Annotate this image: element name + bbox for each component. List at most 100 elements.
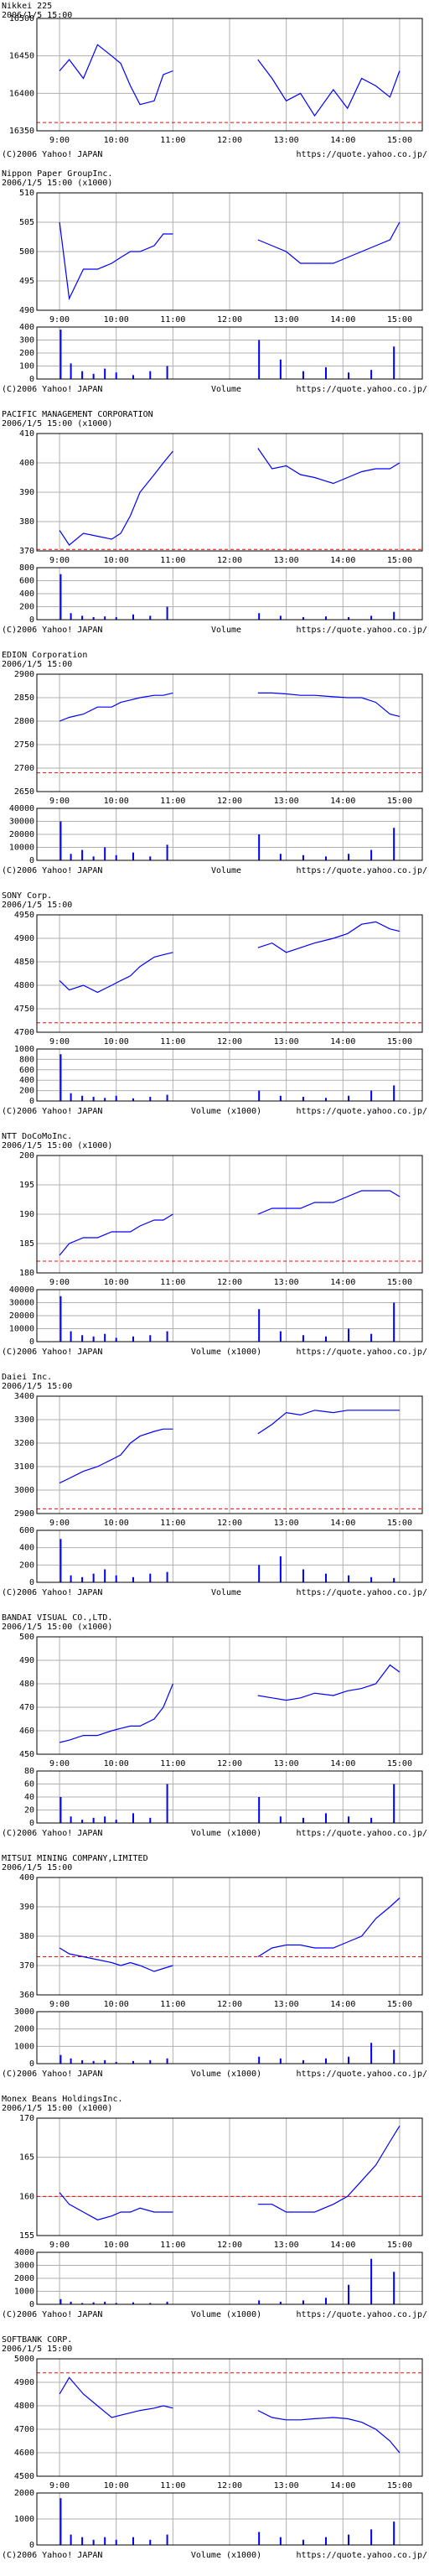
plot-frame	[36, 1395, 423, 1514]
x-tick-label: 12:00	[217, 2481, 242, 2490]
volume-bar	[166, 1784, 168, 1823]
y-tick-label: 4750	[14, 1005, 34, 1014]
y-tick-label: 4500	[14, 2472, 34, 2481]
volume-bar	[166, 2058, 168, 2064]
plot-frame	[36, 433, 423, 552]
volume-bar	[393, 1302, 395, 1342]
price-line	[257, 692, 401, 717]
volume-bar	[149, 1335, 152, 1342]
y-tick-label: 400	[19, 589, 34, 599]
volume-bar	[92, 1573, 95, 1582]
y-tick-label: 5000	[14, 2355, 34, 2364]
x-tick-label: 14:00	[330, 1519, 355, 1528]
x-tick-label: 9:00	[49, 1037, 70, 1046]
stock-title: PACIFIC MANAGEMENT CORPORATION	[2, 410, 153, 419]
y-tick-label: 470	[19, 1703, 34, 1712]
y-tick-label: 300	[19, 336, 34, 345]
stock-subtitle: 2006/1/5 15:00	[2, 2345, 72, 2354]
x-tick-label: 12:00	[217, 136, 242, 145]
y-tick-label: 495	[19, 277, 34, 286]
volume-label: Volume (x1000)	[191, 1348, 261, 1357]
volume-bar	[348, 1095, 350, 1101]
volume-bar	[132, 2537, 134, 2545]
x-tick-label: 10:00	[104, 2481, 129, 2490]
volume-bar	[149, 1817, 152, 1823]
volume-bar	[393, 1085, 395, 1101]
source-url: https://quote.yahoo.co.jp/	[296, 1829, 427, 1838]
x-tick-label: 9:00	[49, 315, 70, 325]
volume-bar	[132, 614, 134, 620]
volume-bar	[370, 849, 373, 860]
x-tick-label: 13:00	[274, 2241, 299, 2250]
volume-bar	[149, 2303, 152, 2304]
volume-bar	[132, 2302, 134, 2304]
source-url: https://quote.yahoo.co.jp/	[296, 1588, 427, 1597]
volume-bar	[258, 2300, 261, 2304]
y-tick-label: 185	[19, 1239, 34, 1249]
copyright: (C)2006 Yahoo! JAPAN	[2, 2310, 102, 2319]
y-tick-label: 200	[19, 603, 34, 612]
volume-bar	[81, 1576, 84, 1582]
y-tick-label: 16500	[9, 14, 34, 23]
volume-bar	[302, 616, 304, 620]
volume-bar	[115, 2539, 117, 2545]
volume-bar	[59, 330, 62, 379]
stock-subtitle: 2006/1/5 15:00	[2, 1863, 72, 1872]
y-tick-label: 0	[29, 2300, 34, 2309]
volume-bar	[258, 1309, 261, 1342]
stock-subtitle: 2006/1/5 15:00 (x1000)	[2, 2104, 112, 2113]
price-line	[59, 221, 173, 301]
volume-bar	[348, 2534, 350, 2545]
y-tick-label: 500	[19, 1633, 34, 1642]
volume-bar	[325, 2298, 327, 2304]
y-tick-label: 4950	[14, 911, 34, 920]
x-tick-label: 10:00	[104, 2000, 129, 2009]
y-tick-label: 380	[19, 1932, 34, 1941]
copyright: (C)2006 Yahoo! JAPAN	[2, 150, 102, 159]
volume-bar	[370, 2529, 373, 2545]
source-url: https://quote.yahoo.co.jp/	[296, 1107, 427, 1116]
x-tick-label: 9:00	[49, 797, 70, 806]
y-tick-label: 40000	[9, 804, 34, 813]
y-tick-label: 0	[29, 375, 34, 384]
volume-bar	[81, 849, 84, 860]
price-line	[59, 1683, 173, 1743]
volume-bar	[92, 616, 95, 620]
plot-frame	[36, 18, 423, 132]
x-tick-label: 15:00	[387, 1037, 412, 1046]
volume-bar	[115, 2303, 117, 2304]
volume-bar	[325, 2537, 327, 2545]
price-line	[59, 2376, 173, 2418]
y-tick-label: 16450	[9, 52, 34, 61]
x-tick-label: 12:00	[217, 2241, 242, 2250]
volume-bar	[59, 1797, 62, 1823]
x-tick-label: 9:00	[49, 1278, 70, 1287]
copyright: (C)2006 Yahoo! JAPAN	[2, 385, 102, 394]
y-tick-label: 3000	[14, 2007, 34, 2017]
volume-bar	[370, 2043, 373, 2064]
volume-bar	[302, 2539, 304, 2545]
y-tick-label: 3100	[14, 1462, 34, 1472]
price-line	[59, 952, 173, 994]
volume-bar	[166, 844, 168, 860]
x-tick-label: 11:00	[160, 2481, 185, 2490]
volume-bar	[115, 616, 117, 620]
x-tick-label: 11:00	[160, 797, 185, 806]
volume-bar	[166, 1331, 168, 1342]
volume-bar	[132, 375, 134, 379]
y-tick-label: 3200	[14, 1439, 34, 1448]
y-tick-label: 0	[29, 615, 34, 625]
x-tick-label: 9:00	[49, 2241, 70, 2250]
x-tick-label: 12:00	[217, 1759, 242, 1768]
x-tick-label: 12:00	[217, 2000, 242, 2009]
y-tick-label: 1000	[14, 2515, 34, 2524]
volume-bar	[279, 1095, 282, 1101]
volume-bar	[302, 1569, 304, 1582]
x-tick-label: 10:00	[104, 1037, 129, 1046]
volume-frame	[36, 1289, 423, 1343]
y-tick-label: 370	[19, 547, 34, 556]
y-tick-label: 2850	[14, 693, 34, 703]
x-tick-label: 12:00	[217, 315, 242, 325]
y-tick-label: 0	[29, 856, 34, 865]
